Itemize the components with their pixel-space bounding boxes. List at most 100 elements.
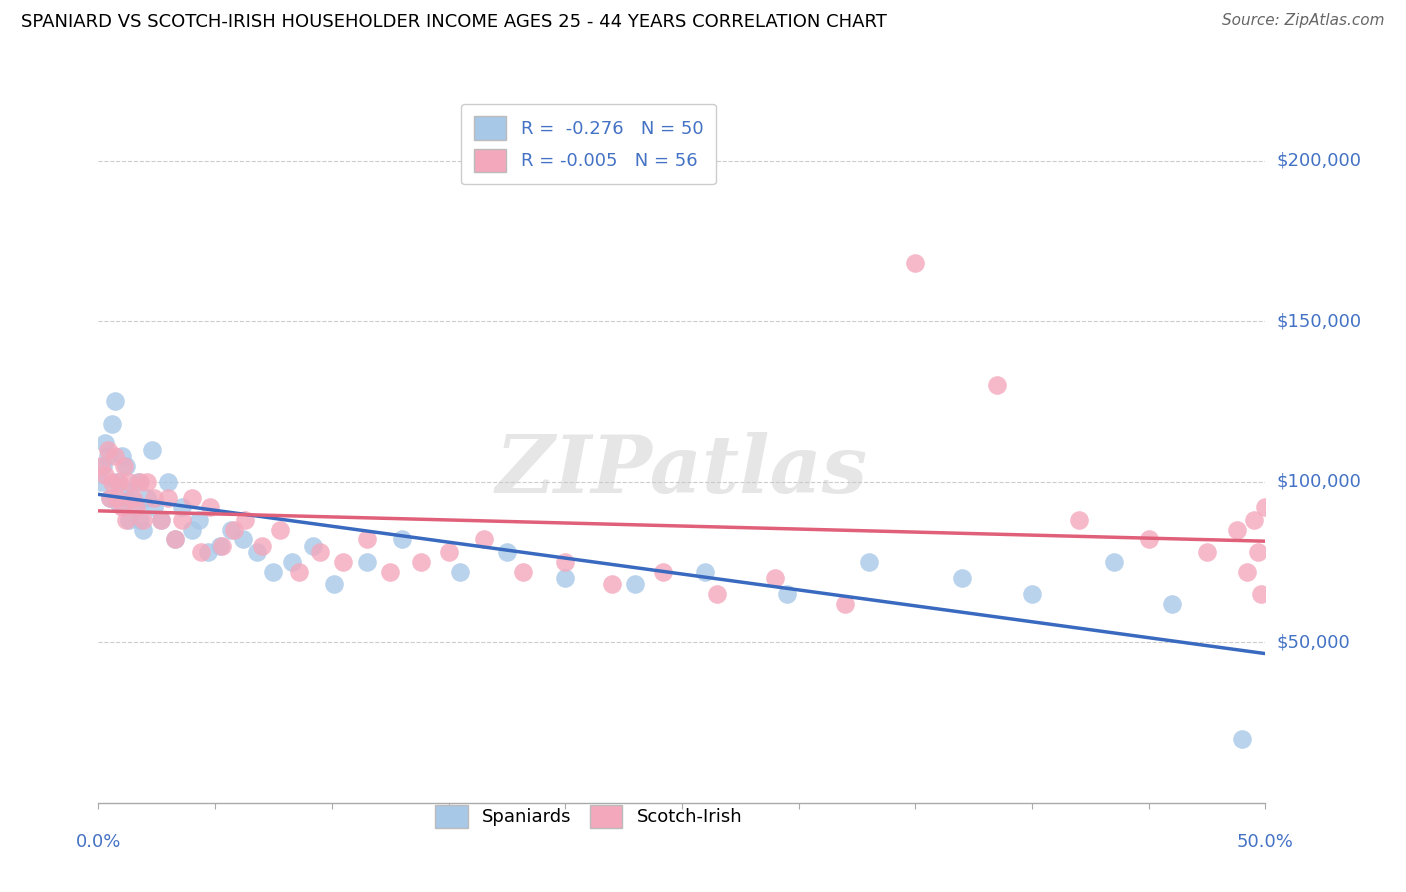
Point [409, 555, 432, 569]
Point [776, 587, 799, 601]
Point [143, 491, 166, 505]
Point [652, 565, 675, 579]
Point [554, 555, 576, 569]
Point [858, 555, 880, 569]
Point [190, 545, 212, 559]
Point [904, 256, 927, 270]
Point [1250, 587, 1272, 601]
Point [391, 533, 413, 547]
Point [332, 555, 354, 569]
Point [165, 533, 187, 547]
Point [104, 449, 127, 463]
Point [309, 545, 332, 559]
Text: $200,000: $200,000 [1277, 152, 1361, 169]
Point [222, 523, 245, 537]
Point [950, 571, 973, 585]
Point [132, 523, 155, 537]
Point [208, 539, 231, 553]
Text: Source: ZipAtlas.com: Source: ZipAtlas.com [1222, 13, 1385, 29]
Point [111, 500, 134, 515]
Point [180, 491, 202, 505]
Point [125, 500, 148, 515]
Point [323, 577, 346, 591]
Point [221, 523, 243, 537]
Text: $50,000: $50,000 [1277, 633, 1350, 651]
Point [118, 513, 141, 527]
Point [112, 458, 135, 473]
Point [449, 565, 471, 579]
Point [1137, 533, 1160, 547]
Point [695, 565, 717, 579]
Point [246, 545, 269, 559]
Point [380, 565, 402, 579]
Point [706, 587, 728, 601]
Point [112, 484, 135, 499]
Point [200, 500, 222, 515]
Point [356, 555, 378, 569]
Text: $100,000: $100,000 [1277, 473, 1361, 491]
Point [1254, 500, 1277, 515]
Point [132, 513, 155, 527]
Point [600, 577, 623, 591]
Point [136, 475, 159, 489]
Point [157, 491, 180, 505]
Point [165, 533, 187, 547]
Point [1230, 731, 1253, 746]
Point [512, 565, 534, 579]
Point [104, 394, 127, 409]
Point [108, 475, 131, 489]
Point [1195, 545, 1218, 559]
Text: 50.0%: 50.0% [1237, 833, 1294, 851]
Point [101, 417, 124, 431]
Point [94, 468, 117, 483]
Point [624, 577, 647, 591]
Point [101, 475, 124, 489]
Point [150, 513, 173, 527]
Point [129, 513, 152, 527]
Point [250, 539, 273, 553]
Point [141, 442, 163, 457]
Point [269, 523, 291, 537]
Point [118, 475, 141, 489]
Text: SPANIARD VS SCOTCH-IRISH HOUSEHOLDER INCOME AGES 25 - 44 YEARS CORRELATION CHART: SPANIARD VS SCOTCH-IRISH HOUSEHOLDER INC… [21, 13, 887, 31]
Point [197, 545, 219, 559]
Point [115, 513, 138, 527]
Point [136, 491, 159, 505]
Point [1161, 597, 1184, 611]
Point [97, 449, 120, 463]
Point [150, 513, 173, 527]
Point [90, 458, 112, 473]
Legend: Spaniards, Scotch-Irish: Spaniards, Scotch-Irish [422, 792, 755, 841]
Point [125, 500, 148, 515]
Point [105, 475, 128, 489]
Point [129, 475, 152, 489]
Point [143, 500, 166, 515]
Text: 0.0%: 0.0% [76, 833, 121, 851]
Point [437, 545, 460, 559]
Point [281, 555, 304, 569]
Point [1067, 513, 1090, 527]
Point [262, 565, 284, 579]
Point [554, 571, 576, 585]
Point [108, 497, 131, 511]
Text: $150,000: $150,000 [1277, 312, 1361, 330]
Point [115, 458, 138, 473]
Point [91, 458, 114, 473]
Point [127, 475, 149, 489]
Point [187, 513, 209, 527]
Point [180, 523, 202, 537]
Point [122, 491, 145, 505]
Point [1102, 555, 1125, 569]
Point [356, 533, 378, 547]
Point [763, 571, 786, 585]
Point [98, 491, 121, 505]
Point [1021, 587, 1043, 601]
Point [834, 597, 856, 611]
Point [98, 491, 121, 505]
Point [97, 442, 120, 457]
Point [288, 565, 311, 579]
Point [157, 475, 180, 489]
Point [496, 545, 519, 559]
Point [211, 539, 233, 553]
Point [472, 533, 495, 547]
